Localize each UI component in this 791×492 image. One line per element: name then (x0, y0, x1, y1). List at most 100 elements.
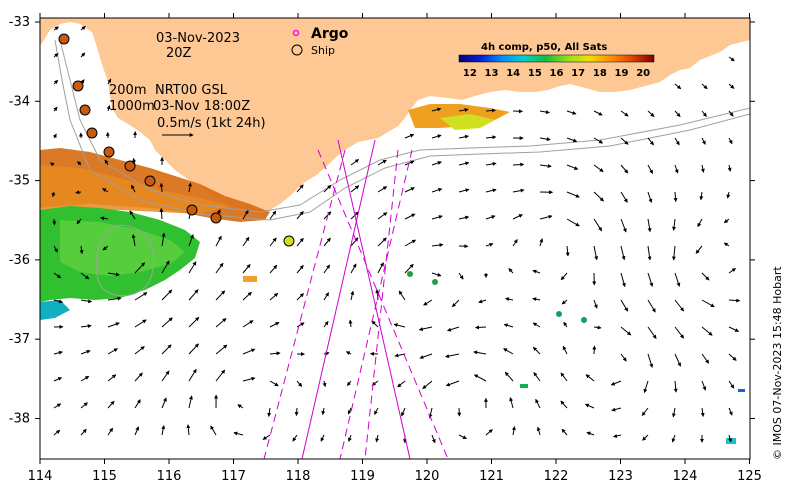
current-vector (419, 353, 433, 359)
current-vector (458, 161, 470, 166)
x-tick-label: 119 (350, 469, 375, 484)
current-vector (701, 110, 707, 118)
current-vector (107, 400, 115, 409)
colorbar-tick-label: 14 (506, 68, 520, 79)
current-vector (323, 264, 331, 274)
current-vector (129, 210, 136, 220)
x-tick-label: 124 (673, 469, 698, 484)
current-vector (80, 324, 92, 329)
sst-patch-cyan (40, 300, 70, 320)
current-vector (134, 346, 145, 355)
x-tick-label: 116 (157, 469, 182, 484)
colorbar-tick-label: 17 (571, 68, 585, 79)
current-vector (134, 292, 148, 301)
satellite-tracks (263, 139, 449, 459)
current-vector (503, 323, 514, 328)
current-vector (52, 133, 57, 139)
current-vector (511, 426, 516, 436)
current-vector (478, 299, 487, 304)
current-vector (613, 433, 622, 438)
current-vector (188, 343, 199, 355)
x-tick-label: 120 (415, 469, 440, 484)
current-vector (701, 326, 713, 336)
current-vector (673, 191, 678, 203)
current-vector (134, 319, 147, 328)
land-mass (40, 18, 750, 212)
bathymetry-contours (54, 39, 750, 297)
current-vector (269, 321, 280, 328)
current-vector (701, 353, 710, 364)
current-vector (728, 56, 735, 62)
current-vector (647, 137, 654, 146)
current-vector (80, 402, 88, 409)
current-vector (215, 235, 222, 247)
current-vector (107, 296, 122, 301)
current-vector (561, 428, 568, 436)
current-vector (566, 164, 579, 170)
current-vector (620, 218, 627, 233)
current-vector (242, 376, 256, 382)
current-vector (242, 236, 250, 247)
current-vector (296, 293, 304, 301)
ship-marker (124, 160, 136, 172)
current-vector (80, 52, 86, 58)
current-vector (701, 83, 708, 90)
current-vector (431, 243, 444, 248)
track-dashed-3 (339, 149, 413, 459)
current-vector (512, 162, 525, 167)
current-vector (620, 299, 629, 312)
current-vector (107, 348, 118, 355)
current-vector (53, 272, 62, 279)
current-vector (377, 159, 387, 166)
current-vector (593, 137, 604, 144)
current-vector (350, 237, 359, 247)
current-vector (131, 233, 136, 247)
sst-speck-8 (243, 276, 257, 282)
current-vector (566, 137, 578, 143)
current-vector (700, 407, 705, 417)
current-vector (215, 369, 226, 382)
current-vector (134, 426, 140, 436)
contour-eddy (95, 224, 155, 297)
current-vector (701, 299, 715, 308)
current-vector (371, 320, 379, 328)
current-vector (701, 380, 707, 391)
contour-200m-label: 200m (109, 83, 146, 98)
current-vector (504, 371, 514, 382)
current-vector (53, 53, 59, 58)
current-vector (53, 245, 58, 253)
y-tick-label: -36 (9, 253, 30, 268)
current-vector (473, 374, 487, 382)
current-vector (674, 299, 685, 312)
current-vector (475, 325, 487, 330)
current-vector (593, 110, 603, 116)
current-vector (107, 272, 120, 277)
current-vector (161, 344, 172, 355)
x-tick-label: 121 (479, 469, 504, 484)
current-vector (53, 79, 59, 85)
current-vector (242, 320, 254, 328)
current-vector (320, 434, 325, 442)
current-vector (322, 380, 327, 388)
current-vector (134, 372, 143, 382)
current-vector (161, 370, 170, 382)
current-vector (210, 425, 217, 436)
current-vector (728, 380, 735, 389)
current-vector (350, 290, 355, 301)
current-vector (269, 237, 277, 247)
current-vector (431, 272, 442, 277)
sst-speck-3 (738, 389, 745, 392)
current-vector (728, 137, 733, 145)
current-vector (671, 407, 676, 418)
current-vector (242, 263, 251, 274)
y-tick-label: -38 (9, 412, 30, 427)
current-vector (347, 407, 352, 415)
current-vector (728, 353, 737, 361)
current-vector (647, 110, 655, 117)
current-vector (672, 218, 676, 231)
current-vector (563, 321, 568, 328)
current-vector (131, 184, 136, 193)
current-vector (394, 353, 406, 358)
current-vector (485, 108, 496, 113)
ship-marker (72, 80, 84, 92)
